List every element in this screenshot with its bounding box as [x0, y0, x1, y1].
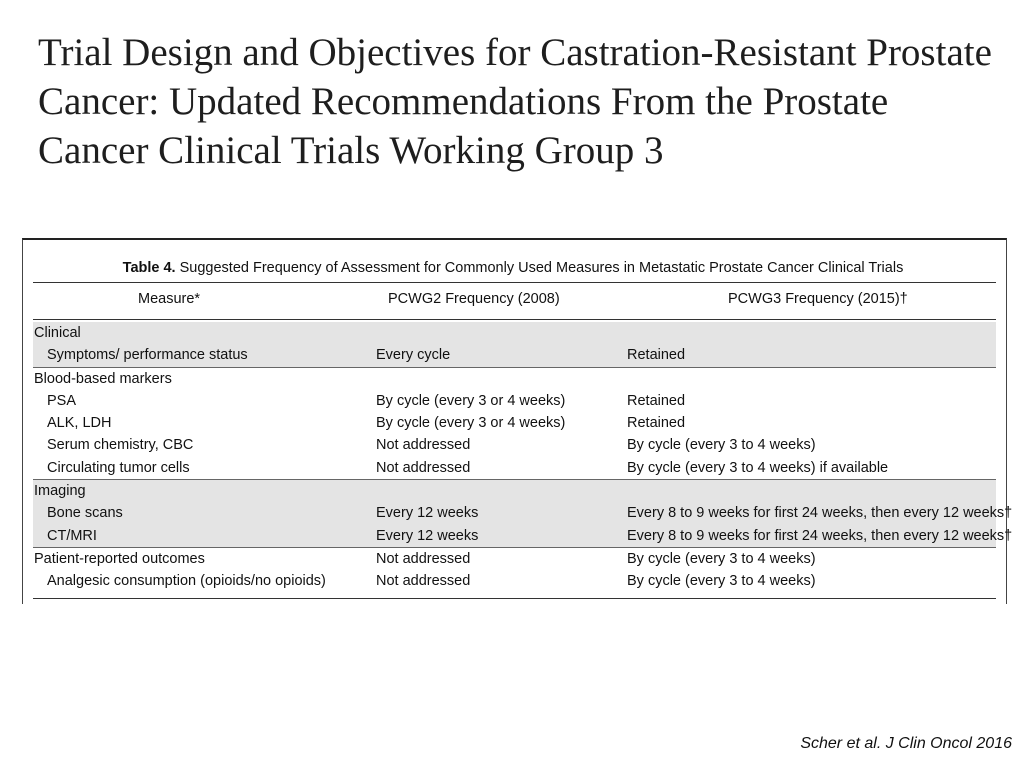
column-header-pcwg2: PCWG2 Frequency (2008)	[388, 291, 560, 307]
pcwg3-cell: Retained	[627, 415, 686, 432]
measure-cell: CT/MRI	[47, 527, 97, 544]
title-line: Cancer: Updated Recommendations From the…	[38, 80, 889, 123]
table-row: Analgesic consumption (opioids/no opioid…	[33, 570, 996, 592]
table-row: Circulating tumor cells Not addressed By c…	[33, 457, 996, 479]
table-caption-label: Table 4.	[122, 260, 176, 276]
pcwg2-cell: Every 12 weeks	[376, 505, 479, 522]
column-header-pcwg3: PCWG3 Frequency (2015)†	[728, 291, 908, 307]
pcwg3-cell: By cycle (every 3 to 4 weeks)	[627, 437, 816, 454]
pcwg2-cell: Not addressed	[376, 550, 471, 567]
measure-cell: Imaging	[34, 483, 86, 500]
table-caption: Table 4. Suggested Frequency of Assessme…	[33, 256, 993, 280]
header-bottom-rule	[33, 319, 996, 320]
pcwg3-cell: By cycle (every 3 to 4 weeks)	[627, 550, 816, 567]
table-row: Serum chemistry, CBC Not addressed By cycl…	[33, 434, 996, 456]
pcwg3-cell: Retained	[627, 347, 686, 364]
measure-cell: Circulating tumor cells	[47, 459, 190, 476]
measure-cell: Patient-reported outcomes	[34, 550, 205, 567]
pcwg3-cell: Retained	[627, 392, 686, 409]
measure-cell: Blood-based markers	[34, 370, 172, 387]
table-row: PSA By cycle (every 3 or 4 weeks) Retained	[33, 390, 996, 412]
table-group-row: Clinical	[33, 322, 996, 345]
pcwg3-cell: Every 8 to 9 weeks for first 24 weeks, t…	[627, 527, 1013, 544]
pcwg3-cell: Every 8 to 9 weeks for first 24 weeks, t…	[627, 505, 1013, 522]
table-body: Clinical Symptoms/ performance status Ever…	[33, 322, 1012, 593]
citation: Scher et al. J Clin Oncol 2016	[800, 735, 1012, 752]
column-header-measure: Measure*	[138, 291, 201, 307]
pcwg3-cell: By cycle (every 3 to 4 weeks)	[627, 573, 816, 590]
pcwg2-cell: By cycle (every 3 or 4 weeks)	[376, 392, 566, 409]
pcwg2-cell: Not addressed	[376, 573, 471, 590]
table-group-row: Imaging	[33, 479, 996, 503]
measure-cell: Symptoms/ performance status	[47, 347, 248, 364]
measure-cell: Serum chemistry, CBC	[47, 437, 194, 454]
slide-title: Trial Design and Objectives for Castrati…	[38, 28, 1008, 175]
table-row: ALK, LDH By cycle (every 3 or 4 weeks) Ret…	[33, 412, 996, 434]
measure-cell: Clinical	[34, 325, 81, 341]
title-line: Trial Design and Objectives for Castrati…	[38, 31, 992, 74]
table-caption-text: Suggested Frequency of Assessment for Co…	[179, 260, 904, 276]
title-line: Cancer Clinical Trials Working Group 3	[38, 129, 664, 172]
assessment-table: Table 4. Suggested Frequency of Assessme…	[22, 238, 1012, 604]
pcwg2-cell: By cycle (every 3 or 4 weeks)	[376, 415, 566, 432]
table-group-row: Blood-based markers	[33, 366, 996, 390]
pcwg2-cell: Not addressed	[376, 437, 471, 454]
table-group-row: Patient-reported outcomes Not addressed By…	[33, 546, 996, 570]
pcwg2-cell: Every 12 weeks	[376, 527, 479, 544]
pcwg2-cell: Not addressed	[376, 459, 471, 476]
measure-cell: ALK, LDH	[47, 415, 112, 432]
header-top-rule	[33, 282, 996, 283]
measure-cell: Bone scans	[47, 505, 123, 522]
table-row: Symptoms/ performance status Every cycle R…	[33, 344, 996, 367]
table-row: CT/MRI Every 12 weeks Every 8 to 9 weeks f…	[33, 524, 1012, 547]
measure-cell: PSA	[47, 392, 77, 409]
pcwg2-cell: Every cycle	[376, 347, 451, 364]
table-bottom-rule	[33, 598, 996, 599]
measure-cell: Analgesic consumption (opioids/no opioid…	[47, 573, 326, 590]
pcwg3-cell: By cycle (every 3 to 4 weeks) if availab…	[627, 459, 889, 476]
table-row: Bone scans Every 12 weeks Every 8 to 9 wee…	[33, 502, 1012, 525]
